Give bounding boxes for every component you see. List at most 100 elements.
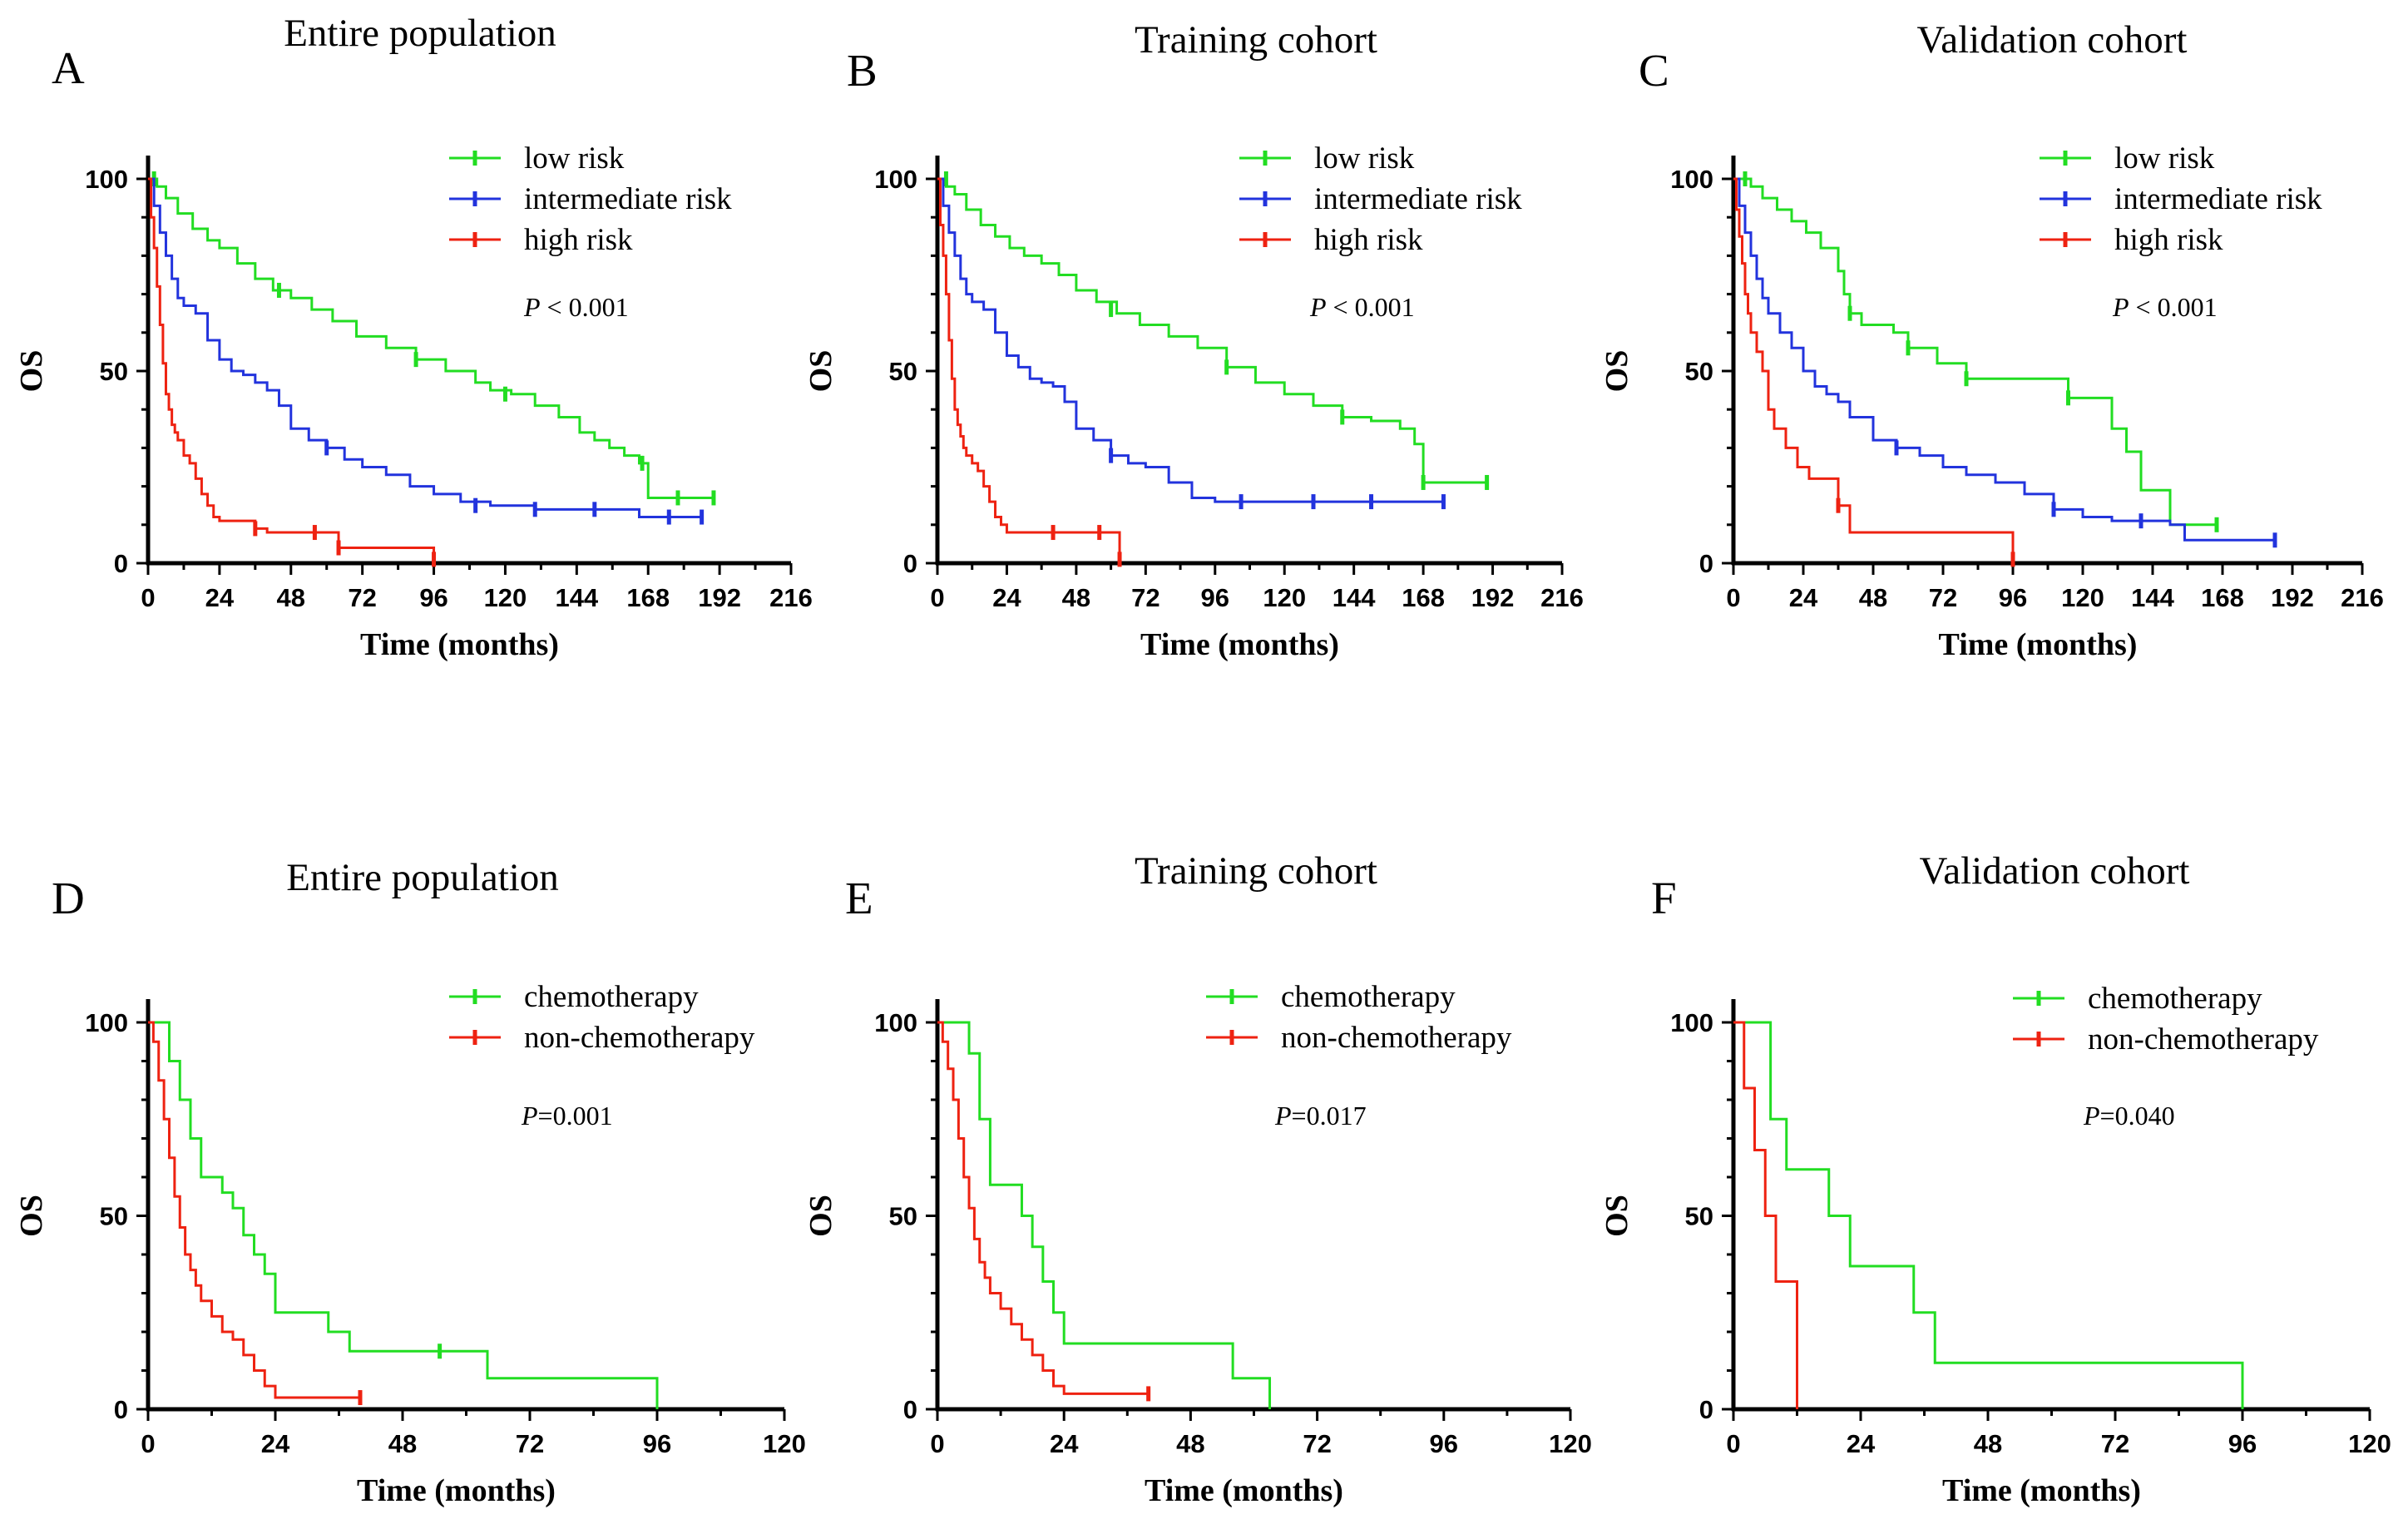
panel-label: D xyxy=(52,873,85,923)
x-tick-label: 192 xyxy=(1471,583,1515,612)
x-tick-label: 72 xyxy=(516,1429,544,1458)
x-tick-label: 168 xyxy=(626,583,670,612)
x-tick-label: 96 xyxy=(2228,1429,2257,1458)
legend-label: high risk xyxy=(2114,223,2223,257)
legend-label: high risk xyxy=(1314,223,1423,257)
panel-label: A xyxy=(52,42,85,93)
x-tick-label: 144 xyxy=(2131,583,2174,612)
chart-title: Training cohort xyxy=(1135,18,1377,62)
y-tick-label: 100 xyxy=(85,1008,128,1037)
y-tick-label: 50 xyxy=(100,357,128,386)
x-tick-label: 216 xyxy=(2341,583,2384,612)
chart-panel-c: C Validation cohort 0 50 100 0 24 48 72 96 120 144 1… xyxy=(1600,18,2384,662)
series-line-non-chemotherapy xyxy=(148,1021,360,1399)
x-tick-label: 168 xyxy=(2201,583,2244,612)
x-tick-label: 96 xyxy=(1430,1429,1458,1458)
series-line-intermediate-risk xyxy=(937,177,1444,503)
y-tick-label: 50 xyxy=(1685,357,1713,386)
x-tick-label: 48 xyxy=(1176,1429,1204,1458)
x-tick-label: 0 xyxy=(1726,583,1740,612)
p-value-annotation: P < 0.001 xyxy=(1309,292,1415,322)
p-value-annotation: P=0.040 xyxy=(2083,1101,2175,1131)
p-value-text: < 0.001 xyxy=(2129,292,2218,322)
chart-panel-f: F Validation cohort 0 50 100 0 24 48 72 96 120 Time… xyxy=(1600,849,2391,1508)
p-symbol: P xyxy=(2112,292,2129,322)
x-tick-label: 72 xyxy=(1131,583,1159,612)
legend-label: intermediate risk xyxy=(524,182,732,216)
p-symbol: P xyxy=(2083,1101,2100,1131)
x-tick-label: 120 xyxy=(2348,1429,2391,1458)
x-tick-label: 96 xyxy=(1201,583,1229,612)
y-tick-label: 0 xyxy=(903,549,917,578)
chart-title: Entire population xyxy=(284,12,556,55)
panel-label: C xyxy=(1639,45,1669,96)
legend-label: chemotherapy xyxy=(524,980,699,1014)
series-line-intermediate-risk xyxy=(148,177,702,519)
chart-title: Entire population xyxy=(286,856,559,899)
x-tick-label: 0 xyxy=(1726,1429,1740,1458)
panel-label: B xyxy=(847,45,878,96)
legend-label: low risk xyxy=(2114,141,2215,176)
x-tick-label: 24 xyxy=(205,583,235,612)
y-axis-label: OS xyxy=(14,1195,49,1237)
x-tick-label: 0 xyxy=(141,1429,155,1458)
series-line-low-risk xyxy=(1733,177,2217,527)
y-tick-label: 50 xyxy=(889,1202,917,1231)
series-line-high-risk xyxy=(937,177,1121,563)
x-tick-label: 96 xyxy=(419,583,447,612)
x-tick-label: 0 xyxy=(930,583,944,612)
x-axis-label: Time (months) xyxy=(360,627,559,662)
x-axis-label: Time (months) xyxy=(1942,1473,2141,1508)
chart-panel-a: A Entire population 0 50 100 0 24 48 72 96 120 144 1… xyxy=(14,12,813,662)
y-tick-label: 100 xyxy=(85,165,128,194)
y-tick-label: 100 xyxy=(1670,165,1713,194)
series-line-high-risk xyxy=(148,177,436,563)
x-tick-label: 48 xyxy=(1974,1429,2002,1458)
x-tick-label: 120 xyxy=(2061,583,2104,612)
y-tick-label: 0 xyxy=(114,549,128,578)
y-tick-label: 50 xyxy=(889,357,917,386)
x-tick-label: 120 xyxy=(1263,583,1306,612)
chart-title: Validation cohort xyxy=(1919,849,2189,893)
x-tick-label: 24 xyxy=(1789,583,1818,612)
x-tick-label: 72 xyxy=(348,583,376,612)
x-tick-label: 0 xyxy=(930,1429,944,1458)
legend-label: intermediate risk xyxy=(2114,182,2322,216)
chart-panel-e: E Training cohort 0 50 100 0 24 48 72 96 120 Time (… xyxy=(803,849,1592,1508)
y-tick-label: 0 xyxy=(114,1395,128,1424)
x-tick-label: 48 xyxy=(1859,583,1887,612)
series-line-chemotherapy xyxy=(1733,1021,2244,1409)
series-line-high-risk xyxy=(1733,177,2015,563)
x-tick-label: 24 xyxy=(1050,1429,1079,1458)
series-line-chemotherapy xyxy=(937,1021,1272,1409)
y-axis-label: OS xyxy=(14,350,49,393)
p-symbol: P xyxy=(1309,292,1327,322)
p-value-annotation: P < 0.001 xyxy=(523,292,629,322)
p-value-text: =0.001 xyxy=(538,1101,613,1131)
x-tick-label: 96 xyxy=(1999,583,2027,612)
x-tick-label: 24 xyxy=(1847,1429,1876,1458)
series-line-non-chemotherapy xyxy=(937,1021,1149,1395)
chart-panel-d: D Entire population 0 50 100 0 24 48 72 96 120 Time… xyxy=(14,856,806,1508)
series-line-intermediate-risk xyxy=(1733,177,2275,542)
y-axis-label: OS xyxy=(803,1195,838,1237)
series-line-non-chemotherapy xyxy=(1733,1021,1798,1409)
y-tick-label: 50 xyxy=(1685,1202,1713,1231)
x-tick-label: 48 xyxy=(388,1429,417,1458)
x-tick-label: 24 xyxy=(992,583,1021,612)
y-tick-label: 100 xyxy=(874,1008,917,1037)
x-axis-label: Time (months) xyxy=(1145,1473,1343,1508)
x-tick-label: 24 xyxy=(261,1429,290,1458)
p-value-text: < 0.001 xyxy=(541,292,629,322)
x-tick-label: 144 xyxy=(1333,583,1376,612)
p-symbol: P xyxy=(521,1101,538,1131)
x-axis-label: Time (months) xyxy=(357,1473,556,1508)
x-tick-label: 168 xyxy=(1402,583,1445,612)
chart-title: Validation cohort xyxy=(1916,18,2187,62)
x-tick-label: 48 xyxy=(1062,583,1090,612)
x-tick-label: 0 xyxy=(141,583,155,612)
panel-label: F xyxy=(1651,873,1677,923)
x-tick-label: 48 xyxy=(277,583,305,612)
series-line-low-risk xyxy=(937,177,1487,484)
x-tick-label: 192 xyxy=(698,583,741,612)
